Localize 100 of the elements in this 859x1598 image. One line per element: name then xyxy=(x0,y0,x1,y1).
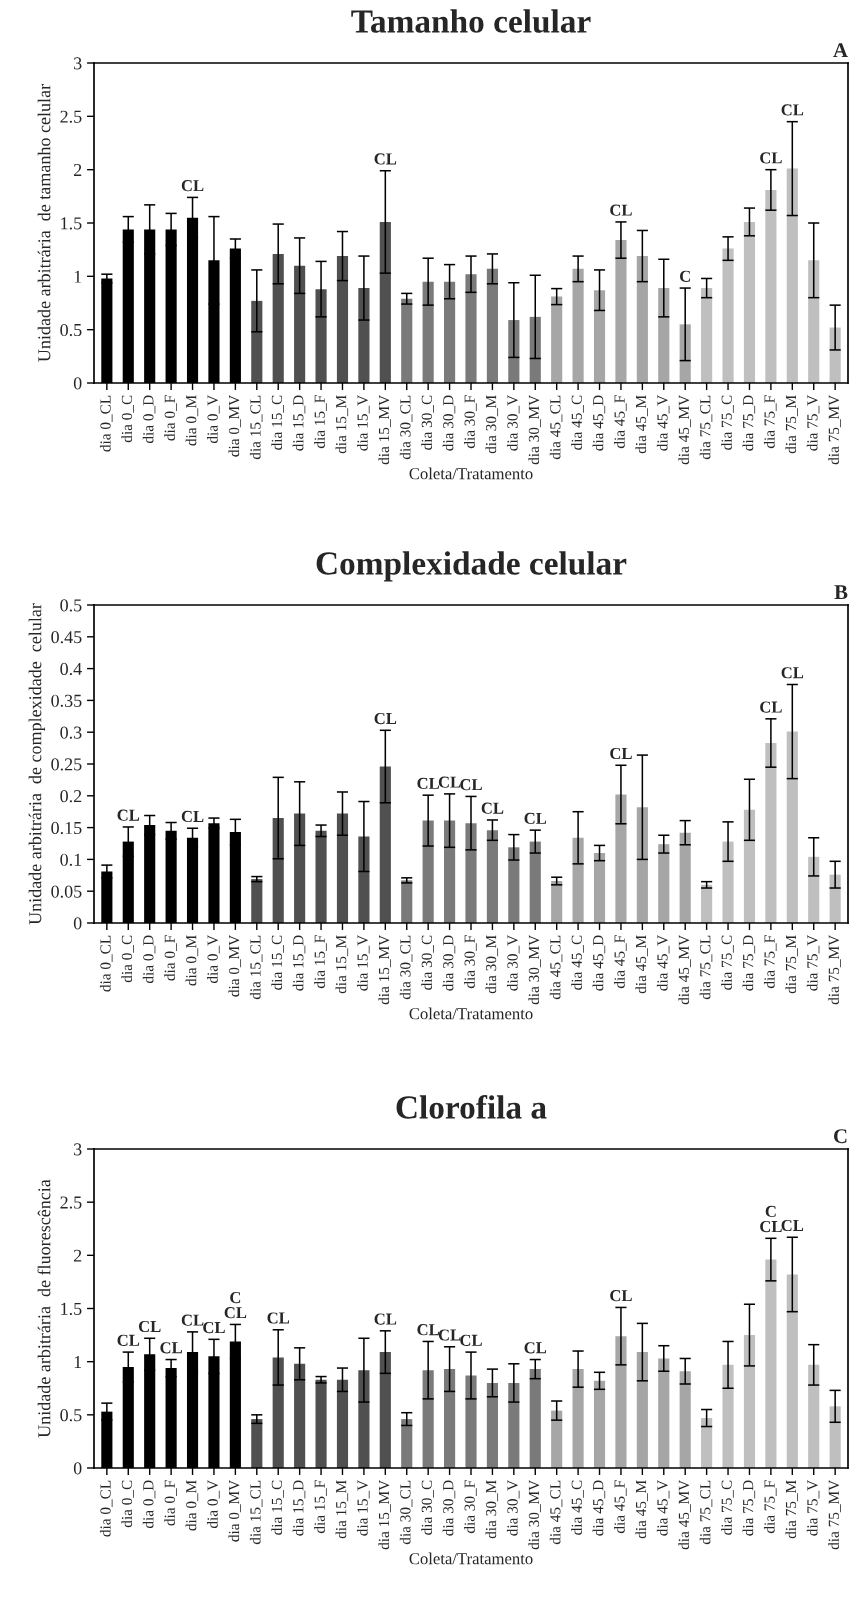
x-tick-label: dia 75_MV xyxy=(828,1479,841,1550)
x-tick-label: dia 30_F xyxy=(464,395,477,449)
x-tick-label: dia 15_C xyxy=(271,395,284,450)
x-tick-label: dia 15_MV xyxy=(378,394,391,465)
y-tick-label: 0.05 xyxy=(51,885,82,898)
annotation: CL xyxy=(417,1324,440,1336)
annotation: CL xyxy=(781,667,804,679)
x-tick-label: dia 0_C xyxy=(121,395,134,443)
annotation: C xyxy=(680,270,690,282)
x-tick-label: dia 75_M xyxy=(785,395,798,454)
bar xyxy=(444,281,456,383)
bar xyxy=(294,1363,306,1468)
x-tick-label: dia 0_MV xyxy=(228,934,242,997)
y-tick-label: 0.35 xyxy=(51,694,82,707)
y-tick-label: 0.25 xyxy=(51,758,82,771)
bar xyxy=(808,1364,820,1468)
bar xyxy=(272,253,284,383)
annotation: CL xyxy=(610,1290,632,1302)
bar xyxy=(615,1336,627,1468)
bar xyxy=(294,265,306,383)
x-tick-label: dia 75_MV xyxy=(828,394,841,465)
annotation: CL xyxy=(438,1329,461,1341)
x-tick-label: dia 0_V xyxy=(207,1479,220,1529)
bar xyxy=(315,289,327,383)
x-axis-title: Coleta/Tratamento xyxy=(409,1007,533,1020)
y-tick-label: 0.2 xyxy=(60,790,82,803)
x-axis-title: Coleta/Tratamento xyxy=(409,1552,533,1565)
bar xyxy=(251,1419,263,1468)
x-tick-label: dia 45_C xyxy=(571,395,584,450)
x-tick-label: dia 45_MV xyxy=(678,1479,691,1550)
y-axis-title: Unidade arbitrária de fluorescência xyxy=(37,1179,51,1438)
bar xyxy=(336,256,349,383)
bar xyxy=(422,1370,434,1468)
bar xyxy=(529,841,541,923)
x-tick-label: dia 0_D xyxy=(142,935,156,984)
x-tick-label: dia 15_C xyxy=(271,935,284,990)
x-tick-label: dia 0_F xyxy=(164,395,177,441)
y-tick-label: 1 xyxy=(74,270,82,283)
x-tick-label: dia 75_V xyxy=(806,1479,820,1536)
x-tick-label: dia 0_V xyxy=(207,394,220,444)
x-tick-label: dia 75_CL xyxy=(699,1480,713,1545)
x-tick-label: dia 45_F xyxy=(614,935,627,989)
x-tick-label: dia 45_V xyxy=(656,934,670,991)
bar xyxy=(765,189,777,383)
x-tick-label: dia 15_D xyxy=(292,1480,306,1536)
annotation: CL xyxy=(181,810,204,823)
x-tick-label: dia 30_CL xyxy=(399,1480,413,1545)
x-tick-label: dia 15_MV xyxy=(378,934,391,1005)
x-tick-label: dia 0_M xyxy=(185,1480,199,1531)
x-tick-label: dia 15_V xyxy=(356,934,370,991)
bar xyxy=(679,1371,691,1468)
x-tick-label: dia 45_CL xyxy=(549,395,563,460)
y-tick-label: 2.5 xyxy=(60,110,82,123)
x-tick-label: dia 75_F xyxy=(763,935,777,989)
bar xyxy=(486,1382,498,1468)
x-tick-label: dia 15_M xyxy=(335,1480,349,1539)
annotation: CL xyxy=(117,1334,140,1346)
x-tick-label: dia 0_D xyxy=(142,1480,156,1529)
x-tick-label: dia 30_MV xyxy=(528,394,541,465)
annotation: CL xyxy=(610,747,632,760)
bar xyxy=(722,1364,734,1468)
bar xyxy=(593,853,606,923)
annotation: CL xyxy=(203,1321,225,1334)
x-tick-label: dia 75_C xyxy=(721,395,734,450)
y-tick-label: 0.1 xyxy=(60,853,82,866)
x-tick-label: dia 45_V xyxy=(656,394,670,451)
bar xyxy=(401,1419,413,1468)
x-tick-label: dia 0_MV xyxy=(228,1479,242,1542)
bar xyxy=(465,274,477,383)
x-tick-label: dia 75_M xyxy=(785,935,798,994)
annotation: CL xyxy=(267,1312,290,1324)
annotation: CL xyxy=(524,812,547,824)
x-tick-label: dia 45_F xyxy=(614,1480,627,1534)
bar xyxy=(743,1335,756,1468)
y-axis-title: Unidade arbitrária de complexidade celular xyxy=(28,603,46,925)
x-tick-label: dia 45_D xyxy=(592,935,606,991)
x-tick-label: dia 30_CL xyxy=(399,935,413,1000)
x-tick-label: dia 30_M xyxy=(485,395,499,454)
x-tick-label: dia 30_MV xyxy=(528,934,541,1005)
x-tick-label: dia 30_C xyxy=(421,1480,434,1535)
bar xyxy=(401,880,413,923)
x-tick-label: dia 0_D xyxy=(142,395,156,444)
bar xyxy=(508,847,520,923)
bar xyxy=(829,1406,841,1468)
bar xyxy=(422,820,434,923)
annotation: CL xyxy=(438,776,461,788)
bar xyxy=(701,288,713,383)
y-tick-label: 0.5 xyxy=(60,323,82,337)
bar xyxy=(636,807,648,923)
annotation: CL xyxy=(117,809,140,821)
x-tick-label: dia 0_C xyxy=(121,1480,134,1528)
annotation: CL xyxy=(374,1313,397,1325)
x-tick-label: dia 0_V xyxy=(207,934,220,984)
x-tick-label: dia 75_C xyxy=(721,1480,734,1535)
chart-title: Clorofila a xyxy=(396,1094,547,1119)
annotation: CL xyxy=(481,802,504,814)
annotation: CL xyxy=(524,1342,547,1354)
bar xyxy=(636,1352,648,1468)
bar xyxy=(808,260,820,383)
y-tick-label: 0.4 xyxy=(60,662,82,676)
